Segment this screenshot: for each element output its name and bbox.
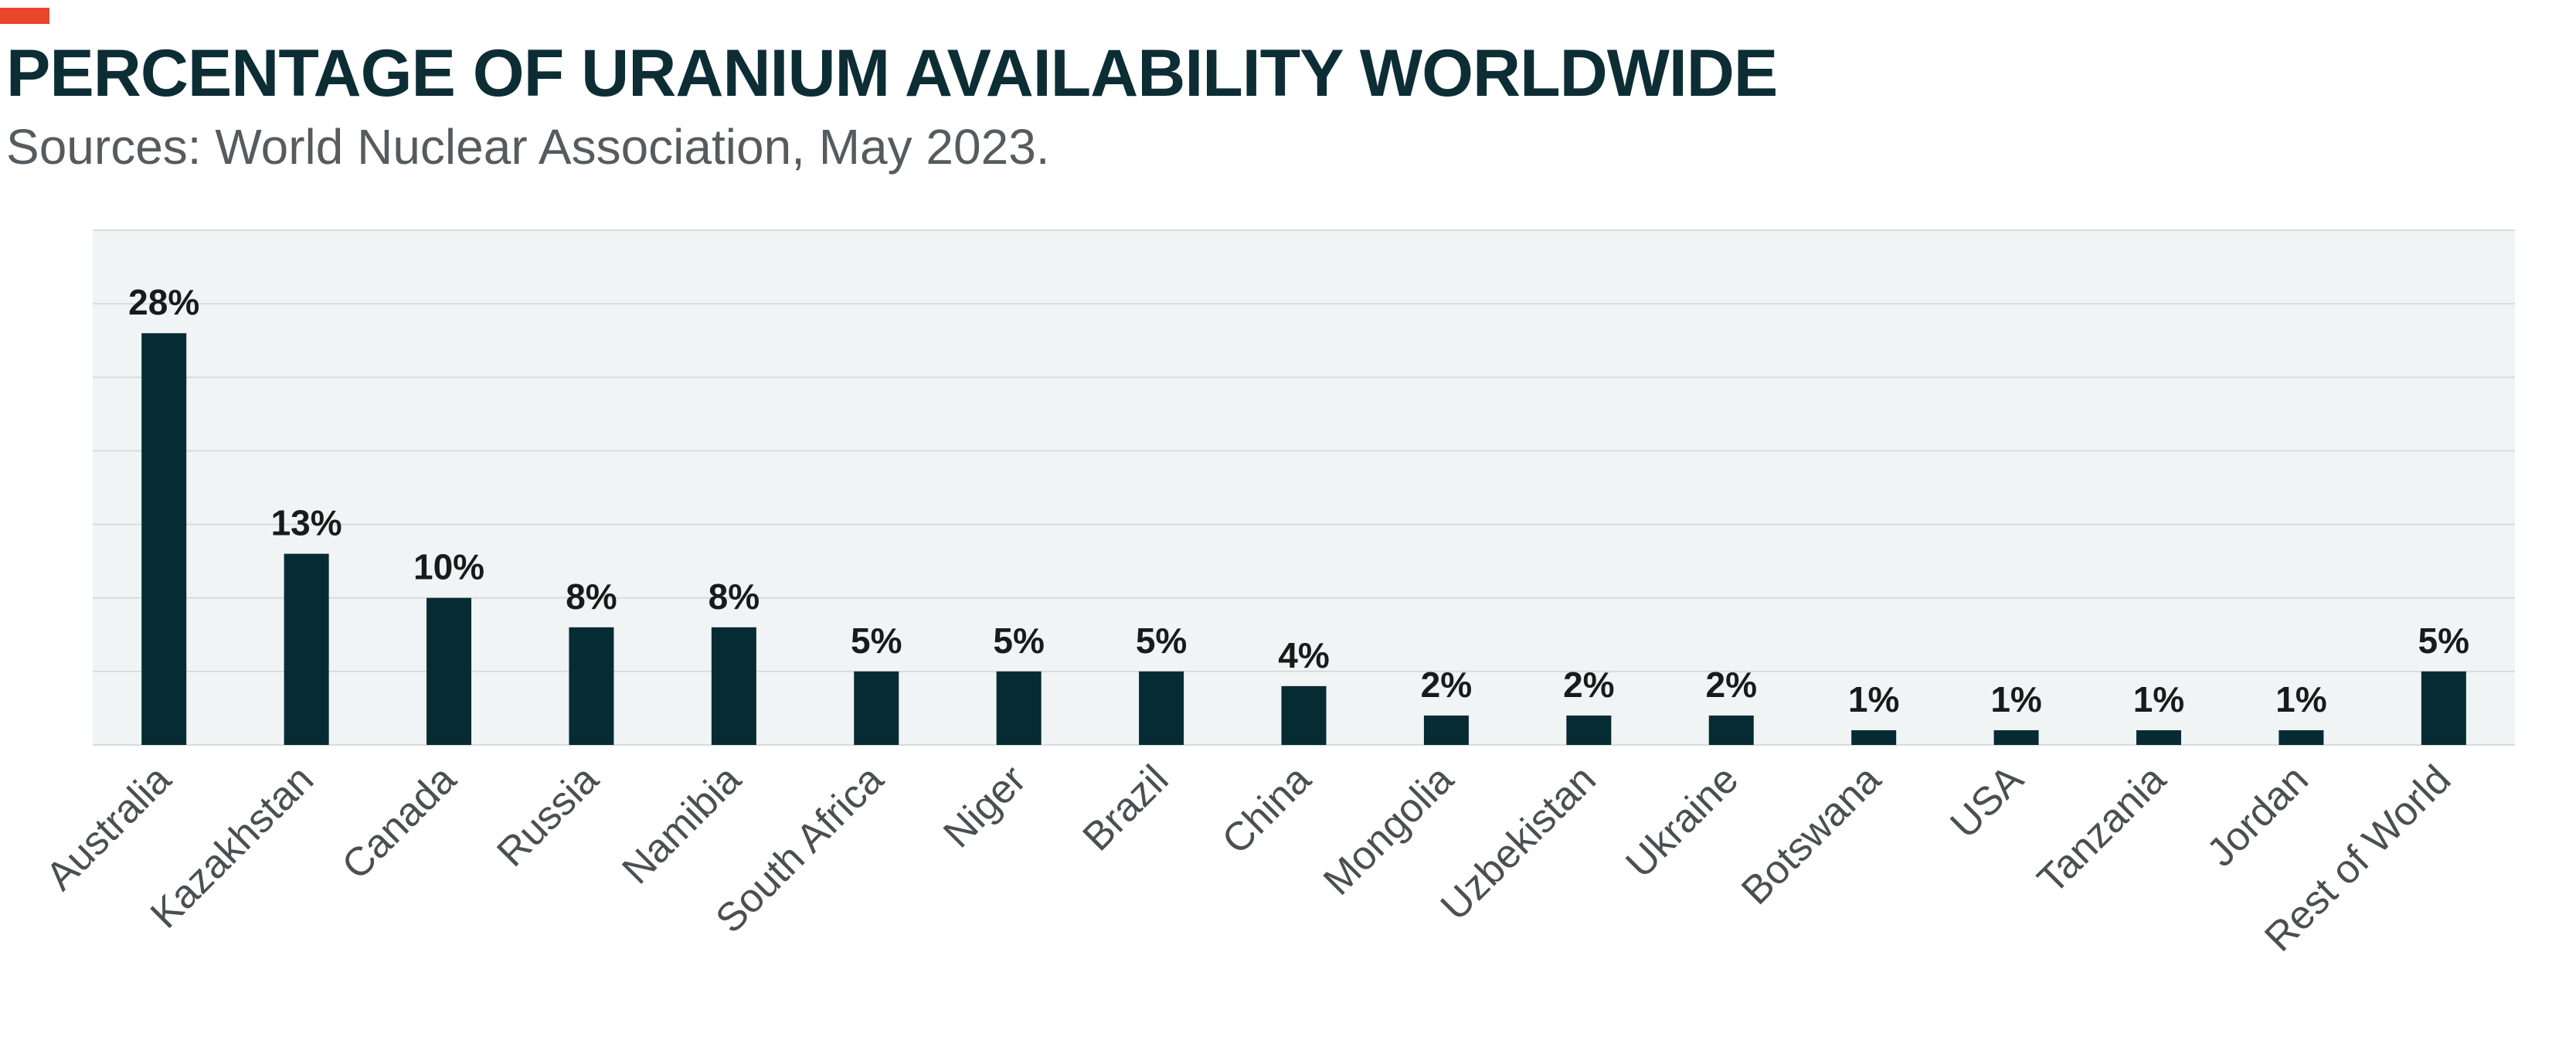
data-label: 2%	[1563, 665, 1614, 705]
chart-subtitle: Sources: World Nuclear Association, May …	[6, 119, 1050, 175]
data-label: 5%	[2418, 621, 2469, 661]
bar-brazil	[1139, 671, 1184, 745]
bar-mongolia	[1423, 715, 1469, 745]
chart-title: PERCENTAGE OF URANIUM AVAILABILITY WORLD…	[6, 36, 1778, 111]
bar-tanzania	[2136, 729, 2181, 745]
data-label: 1%	[2133, 679, 2184, 719]
accent-bar	[0, 8, 49, 24]
bar-namibia	[711, 627, 756, 745]
x-tick-label: Jordan	[2198, 757, 2316, 875]
x-tick-label: Australia	[38, 757, 180, 899]
data-label: 8%	[709, 576, 760, 617]
data-label: 4%	[1278, 635, 1329, 675]
x-tick-label: USA	[1942, 757, 2032, 847]
data-label: 5%	[851, 621, 902, 661]
bar-uzbekistan	[1566, 715, 1612, 745]
data-label: 2%	[1705, 665, 1756, 705]
data-label: 1%	[1990, 679, 2041, 719]
x-tick-label: Russia	[489, 757, 607, 875]
x-tick-label: China	[1214, 757, 1320, 862]
x-tick-label: Mongolia	[1315, 757, 1462, 903]
data-label: 5%	[1136, 621, 1187, 661]
x-tick-label: Uzbekistan	[1432, 757, 1605, 929]
x-tick-label: Niger	[935, 757, 1035, 856]
bar-jordan	[2279, 729, 2324, 745]
data-label: 10%	[413, 547, 484, 587]
bar-ukraine	[1708, 715, 1754, 745]
data-labels: 28% 13% 10% 8% 8% 5% 5% 5% 4% 2% 2% 2% 1% 1% 1% 1% 5%	[128, 282, 2469, 719]
bar-niger	[996, 671, 1042, 745]
data-label: 5%	[993, 621, 1044, 661]
plot-background	[93, 230, 2515, 745]
x-tick-label: Namibia	[613, 757, 749, 893]
bar-botswana	[1851, 729, 1897, 745]
data-label: 1%	[1848, 679, 1899, 719]
data-label: 2%	[1421, 665, 1472, 705]
bar-china	[1281, 685, 1327, 745]
bar-south-africa	[854, 671, 899, 745]
x-tick-label: Canada	[334, 757, 465, 888]
bar-australia	[141, 333, 187, 745]
bar-kazakhstan	[284, 553, 329, 745]
data-label: 13%	[271, 503, 342, 543]
bars	[141, 333, 2466, 745]
data-label: 8%	[566, 576, 617, 617]
bar-russia	[569, 627, 614, 745]
x-tick-label: Tanzania	[2029, 757, 2174, 902]
data-label: 1%	[2275, 679, 2326, 719]
bar-rest-of-world	[2421, 671, 2466, 745]
bar-usa	[1993, 729, 2039, 745]
x-tick-label: Botswana	[1733, 757, 1890, 913]
data-label: 28%	[128, 282, 199, 322]
bar-canada	[427, 597, 472, 745]
x-tick-label: Ukraine	[1618, 757, 1748, 886]
x-tick-label: Brazil	[1075, 757, 1178, 859]
